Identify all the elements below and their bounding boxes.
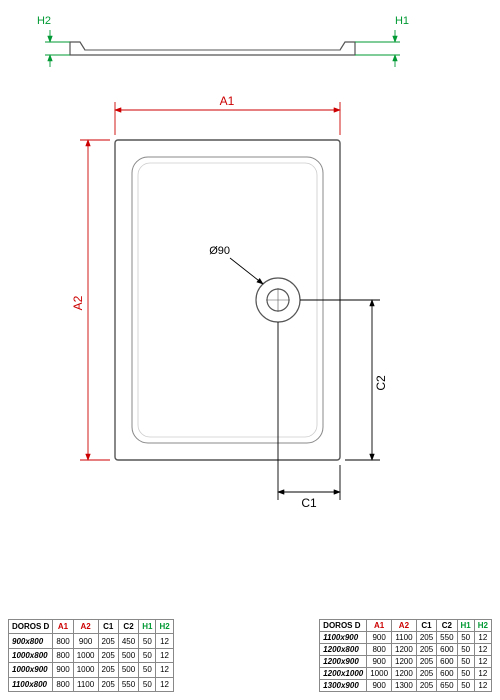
value-cell: 1300: [392, 680, 417, 692]
technical-drawing: H2 H1 A1 Ø9: [0, 0, 500, 580]
value-cell: 450: [118, 634, 138, 648]
table-row: 1000x80080010002055005012: [9, 648, 174, 662]
drain-label: Ø90: [209, 245, 230, 257]
value-cell: 900: [73, 634, 98, 648]
table-right-body: 1100x900900110020555050121200x8008001200…: [320, 632, 492, 692]
value-cell: 12: [474, 668, 491, 680]
value-cell: 1000: [73, 648, 98, 662]
model-cell: 1000x900: [9, 663, 53, 677]
value-cell: 600: [437, 644, 457, 656]
value-cell: 500: [118, 663, 138, 677]
label-a2: A2: [71, 295, 85, 310]
value-cell: 600: [437, 656, 457, 668]
value-cell: 205: [416, 644, 436, 656]
value-cell: 205: [416, 680, 436, 692]
top-view: A1 Ø90 A2 C2: [71, 94, 388, 510]
value-cell: 50: [457, 680, 474, 692]
value-cell: 550: [437, 632, 457, 644]
value-cell: 550: [118, 677, 138, 691]
value-cell: 1100: [392, 632, 417, 644]
model-cell: 1000x800: [9, 648, 53, 662]
table-title: DOROS D: [320, 620, 367, 632]
value-cell: 12: [474, 632, 491, 644]
value-cell: 1200: [392, 668, 417, 680]
table-row: 1200x1000100012002056005012: [320, 668, 492, 680]
label-a1: A1: [220, 94, 235, 108]
value-cell: 650: [437, 680, 457, 692]
side-profile: H2 H1: [37, 15, 409, 67]
value-cell: 205: [98, 648, 118, 662]
value-cell: 50: [457, 668, 474, 680]
value-cell: 800: [367, 644, 392, 656]
value-cell: 500: [118, 648, 138, 662]
value-cell: 900: [367, 656, 392, 668]
value-cell: 1000: [73, 663, 98, 677]
value-cell: 12: [156, 677, 173, 691]
value-cell: 50: [457, 644, 474, 656]
table-row: 1200x80080012002056005012: [320, 644, 492, 656]
table-row: 1100x90090011002055505012: [320, 632, 492, 644]
table-title: DOROS D: [9, 620, 53, 634]
value-cell: 12: [474, 656, 491, 668]
value-cell: 50: [457, 632, 474, 644]
value-cell: 600: [437, 668, 457, 680]
label-h2-side: H2: [37, 15, 51, 27]
value-cell: 205: [98, 677, 118, 691]
value-cell: 205: [416, 656, 436, 668]
model-cell: 1200x900: [320, 656, 367, 668]
table-row: 900x8008009002054505012: [9, 634, 174, 648]
table-row: 1200x90090012002056005012: [320, 656, 492, 668]
value-cell: 205: [416, 632, 436, 644]
model-cell: 1200x800: [320, 644, 367, 656]
value-cell: 50: [457, 656, 474, 668]
value-cell: 50: [139, 648, 156, 662]
value-cell: 800: [53, 634, 73, 648]
value-cell: 1200: [392, 656, 417, 668]
value-cell: 50: [139, 634, 156, 648]
value-cell: 1200: [392, 644, 417, 656]
table-row: 1000x90090010002055005012: [9, 663, 174, 677]
label-h1-side: H1: [395, 15, 409, 27]
model-cell: 1100x900: [320, 632, 367, 644]
value-cell: 50: [139, 663, 156, 677]
value-cell: 1100: [73, 677, 98, 691]
value-cell: 800: [53, 677, 73, 691]
model-cell: 900x800: [9, 634, 53, 648]
label-c2: C2: [374, 375, 388, 391]
value-cell: 12: [156, 648, 173, 662]
model-cell: 1100x800: [9, 677, 53, 691]
model-cell: 1300x900: [320, 680, 367, 692]
dimensions-table-left: DOROS D A1 A2 C1 C2 H1 H2 900x8008009002…: [8, 619, 174, 692]
value-cell: 12: [474, 644, 491, 656]
value-cell: 12: [474, 680, 491, 692]
value-cell: 205: [416, 668, 436, 680]
value-cell: 50: [139, 677, 156, 691]
value-cell: 12: [156, 663, 173, 677]
table-row: 1300x90090013002056505012: [320, 680, 492, 692]
dimensions-table-right: DOROS D A1 A2 C1 C2 H1 H2 1100x900900110…: [319, 619, 492, 692]
value-cell: 900: [367, 632, 392, 644]
model-cell: 1200x1000: [320, 668, 367, 680]
value-cell: 205: [98, 663, 118, 677]
value-cell: 1000: [367, 668, 392, 680]
value-cell: 900: [53, 663, 73, 677]
value-cell: 800: [53, 648, 73, 662]
label-c1: C1: [301, 496, 317, 510]
value-cell: 205: [98, 634, 118, 648]
table-row: 1100x80080011002055505012: [9, 677, 174, 691]
value-cell: 12: [156, 634, 173, 648]
value-cell: 900: [367, 680, 392, 692]
table-left-body: 900x80080090020545050121000x800800100020…: [9, 634, 174, 692]
